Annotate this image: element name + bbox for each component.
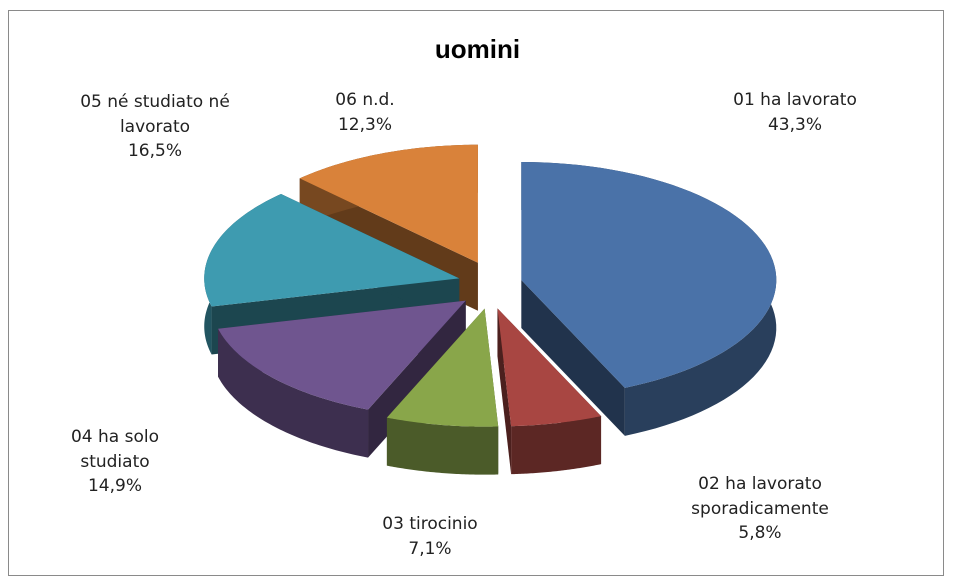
- value-label: 7,1%: [408, 538, 452, 559]
- data-label: 05 né studiato né lavorato 16,5%: [75, 90, 235, 164]
- value-label: 16,5%: [127, 141, 182, 162]
- category-label: 06 n.d.: [335, 90, 395, 110]
- value-label: 43,3%: [767, 114, 822, 135]
- slice-side: [521, 280, 625, 436]
- category-label: 01 ha lavorato: [733, 90, 857, 110]
- slice-wall: [218, 328, 369, 458]
- value-label: 5,8%: [738, 523, 782, 544]
- slice-top: [521, 162, 777, 388]
- data-label: 01 ha lavorato 43,3%: [695, 88, 895, 137]
- slice-top: [218, 300, 466, 410]
- slice-top: [204, 193, 460, 307]
- slice-wall: [511, 416, 602, 475]
- data-label: 03 tirocinio 7,1%: [330, 512, 530, 561]
- chart-frame: [8, 10, 944, 576]
- data-label: 02 ha lavorato sporadicamente 5,8%: [660, 472, 860, 546]
- chart-title: uomini: [434, 34, 521, 64]
- category-label: 03 tirocinio: [382, 514, 478, 534]
- slice-top: [386, 308, 499, 427]
- slice-wall: [386, 417, 499, 475]
- slice: [497, 308, 602, 475]
- slice-side: [497, 308, 512, 475]
- data-label: 04 ha solo studiato 14,9%: [40, 425, 190, 499]
- category-label: 04 ha solo studiato: [70, 427, 159, 472]
- value-label: 14,9%: [87, 476, 142, 497]
- slice-top: [299, 144, 478, 263]
- value-label: 12,3%: [337, 114, 392, 135]
- category-label: 02 ha lavorato sporadicamente: [691, 474, 829, 519]
- slice: [521, 162, 777, 436]
- data-label: 06 n.d. 12,3%: [280, 88, 450, 137]
- slice-top: [497, 308, 602, 427]
- category-label: 05 né studiato né lavorato: [80, 92, 230, 137]
- slice: [386, 308, 499, 475]
